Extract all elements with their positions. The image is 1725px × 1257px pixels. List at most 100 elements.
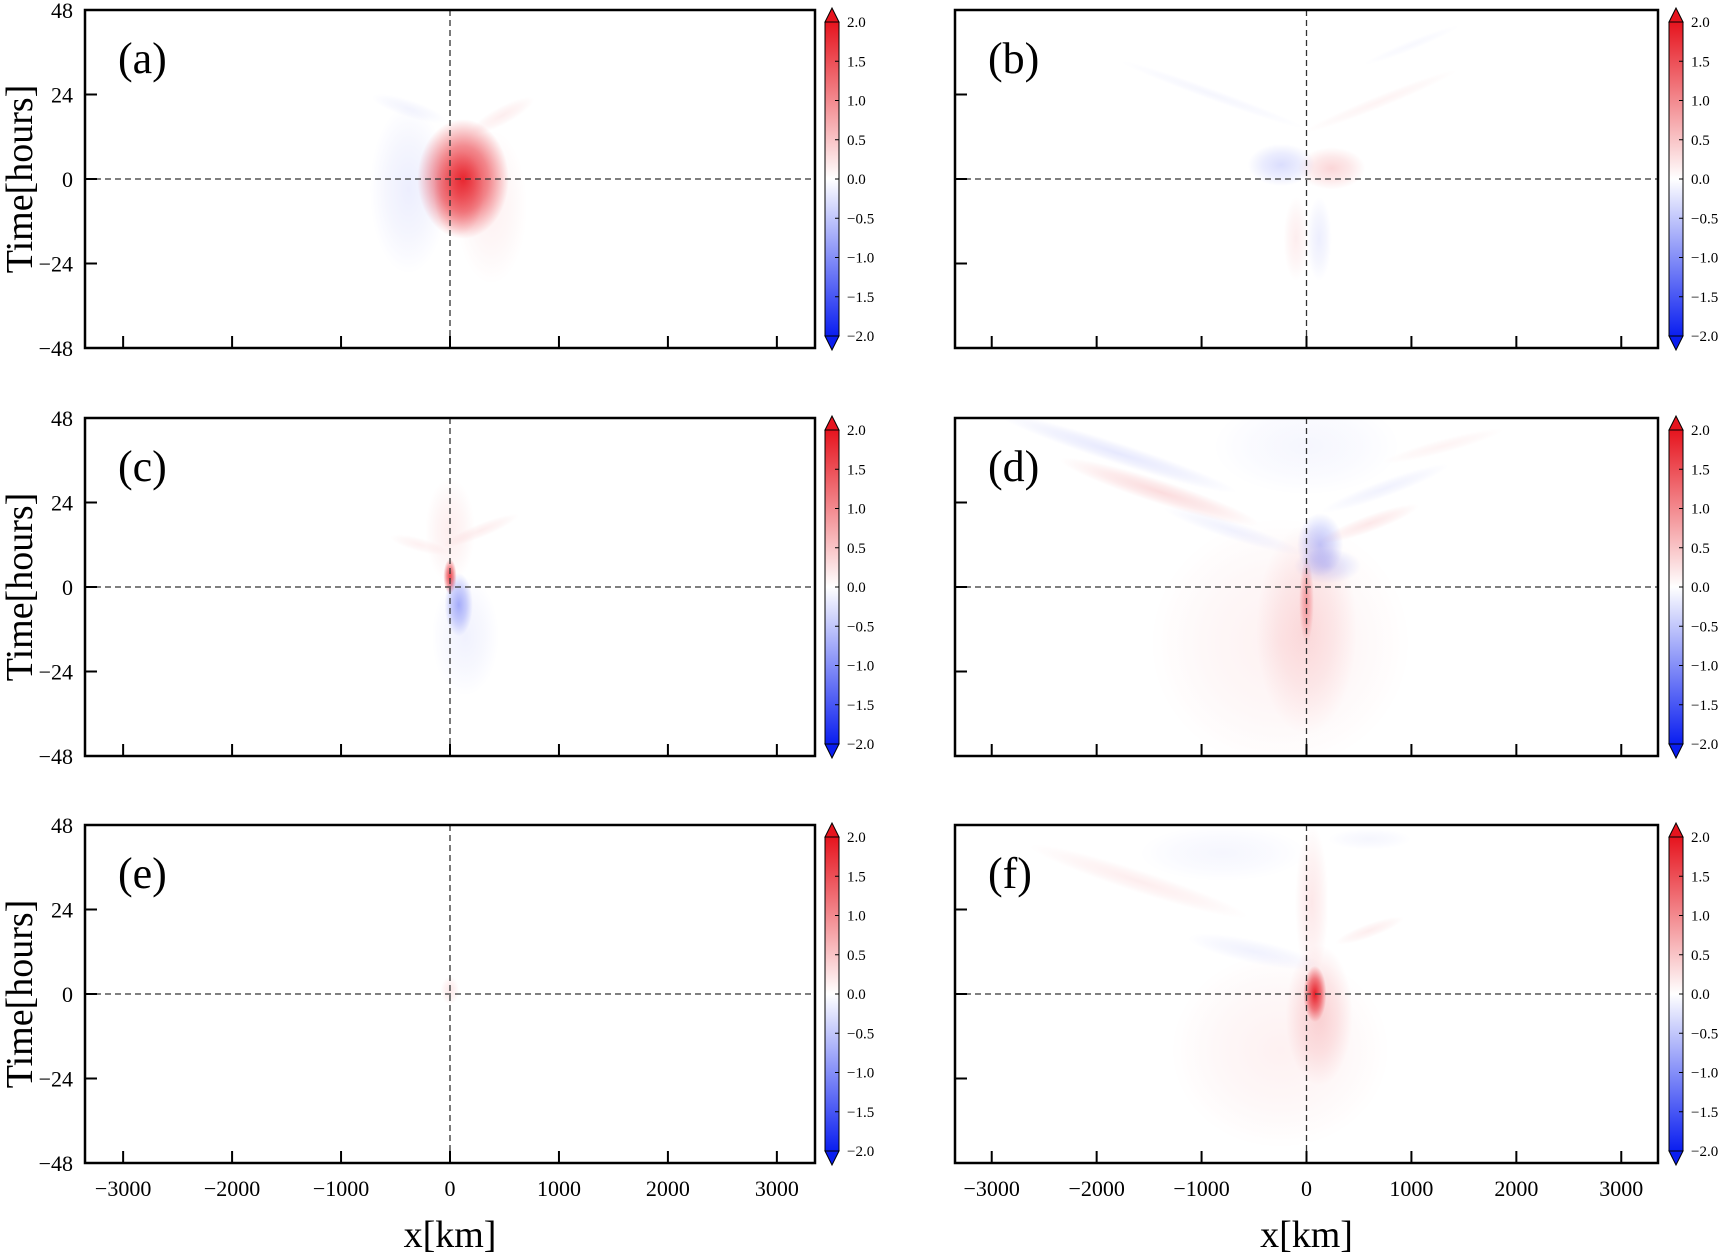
colorbar-tick-label: 2.0 bbox=[847, 830, 866, 846]
colorbar-tick-label: 1.5 bbox=[847, 54, 866, 70]
panel-b: (b) 2.0 1.5 1.0 0.5 0.0 −0.5 −1.0 −1.5 −2.0 bbox=[953, 6, 1718, 352]
colorbar-tick-label: −0.5 bbox=[847, 211, 874, 227]
colorbar-tick-label: 0.0 bbox=[847, 580, 866, 596]
contour-positive-feature bbox=[1170, 951, 1391, 1149]
x-tick-label: −1000 bbox=[313, 1176, 369, 1201]
colorbar-tick-label: −1.0 bbox=[1691, 1066, 1718, 1082]
contour-negative-feature bbox=[431, 576, 500, 697]
colorbar: 2.0 1.5 1.0 0.5 0.0 −0.5 −1.0 −1.5 −2.0 bbox=[824, 6, 874, 352]
colorbar-tick-label: −1.5 bbox=[1691, 1105, 1718, 1121]
colorbar-tick-label: 1.0 bbox=[1691, 94, 1710, 110]
colorbar-tick-label: 0.0 bbox=[1691, 172, 1710, 188]
colorbar-extend-min bbox=[824, 743, 840, 760]
colorbar-tick-label: −1.5 bbox=[1691, 290, 1718, 306]
panel-e: −3000 −2000 −1000 0 1000 2000 3000 −48 −24 0 24 48 (… bbox=[39, 813, 875, 1201]
y-tick-label: −48 bbox=[39, 744, 73, 769]
colorbar-tick-label: 2.0 bbox=[847, 15, 866, 31]
colorbar: 2.0 1.5 1.0 0.5 0.0 −0.5 −1.0 −1.5 −2.0 bbox=[1668, 6, 1718, 352]
colorbar-tick-label: 1.5 bbox=[847, 462, 866, 478]
x-axis-label: x[km] bbox=[1260, 1214, 1353, 1256]
x-tick-label: −2000 bbox=[1068, 1176, 1124, 1201]
contour-positive-feature bbox=[1059, 457, 1260, 527]
contour-positive-feature bbox=[455, 129, 528, 285]
colorbar-extend-max bbox=[824, 6, 840, 23]
colorbar-tick-label: −1.0 bbox=[847, 1066, 874, 1082]
contour-negative-feature bbox=[1118, 59, 1306, 130]
colorbar: 2.0 1.5 1.0 0.5 0.0 −0.5 −1.0 −1.5 −2.0 bbox=[1668, 821, 1718, 1167]
colorbar-tick-label: 1.5 bbox=[847, 869, 866, 885]
colorbar-tick-label: −1.0 bbox=[1691, 659, 1718, 675]
x-tick-label: −1000 bbox=[1173, 1176, 1229, 1201]
colorbar-tick-label: 0.0 bbox=[1691, 987, 1710, 1003]
x-tick-label: 2000 bbox=[646, 1176, 690, 1201]
y-tick-label: 24 bbox=[51, 491, 73, 516]
contour-negative-feature bbox=[1187, 933, 1321, 971]
x-tick-label: −2000 bbox=[204, 1176, 260, 1201]
contour-positive-feature bbox=[1320, 504, 1419, 544]
y-tick-label: 48 bbox=[51, 0, 73, 23]
colorbar-tick-label: −1.0 bbox=[847, 659, 874, 675]
y-axis-label: Time[hours] bbox=[0, 900, 41, 1089]
contour-field bbox=[1028, 825, 1412, 1149]
colorbar-extend-min bbox=[1668, 335, 1684, 352]
panel-label: (b) bbox=[988, 34, 1039, 83]
colorbar-tick-label: 0.0 bbox=[847, 987, 866, 1003]
contour-negative-feature bbox=[369, 105, 448, 275]
colorbar-extend-max bbox=[824, 414, 840, 431]
colorbar-tick-label: −1.5 bbox=[1691, 698, 1718, 714]
x-tick-label: 3000 bbox=[755, 1176, 799, 1201]
panel-label: (c) bbox=[118, 442, 167, 491]
contour-positive-feature bbox=[470, 96, 535, 135]
colorbar-tick-label: −1.5 bbox=[847, 290, 874, 306]
colorbar-tick-label: −1.5 bbox=[847, 698, 874, 714]
panel-f: −3000 −2000 −1000 0 1000 2000 3000 (f) 2.0 1.5 1.0… bbox=[953, 821, 1718, 1201]
colorbar-tick-label: 1.0 bbox=[847, 94, 866, 110]
y-tick-label: −24 bbox=[39, 252, 73, 277]
colorbar-extend-min bbox=[1668, 1150, 1684, 1167]
contour-positive-feature bbox=[1334, 916, 1405, 945]
contour-positive-feature bbox=[1028, 844, 1249, 919]
contour-positive-feature bbox=[389, 534, 450, 556]
colorbar-tick-label: 1.0 bbox=[1691, 909, 1710, 925]
panel-label: (a) bbox=[118, 34, 167, 83]
colorbar-tick-label: 1.0 bbox=[847, 909, 866, 925]
contour-positive-feature bbox=[1294, 825, 1329, 980]
y-tick-label: 24 bbox=[51, 898, 73, 923]
contour-negative-feature bbox=[371, 93, 447, 124]
colorbar-tick-label: −0.5 bbox=[847, 619, 874, 635]
panel-d: (d) 2.0 1.5 1.0 0.5 0.0 −0.5 −1.0 −1.5 −2.0 bbox=[953, 414, 1718, 760]
colorbar-tick-label: −2.0 bbox=[1691, 329, 1718, 345]
colorbar-tick-label: 0.5 bbox=[847, 948, 866, 964]
y-axis-label: Time[hours] bbox=[0, 493, 41, 682]
y-axis-label: Time[hours] bbox=[0, 85, 41, 274]
y-tick-label: 0 bbox=[62, 982, 73, 1007]
contour-negative-feature bbox=[1293, 548, 1362, 584]
y-tick-label: 0 bbox=[62, 575, 73, 600]
y-tick-label: 48 bbox=[51, 813, 73, 838]
panel-label: (e) bbox=[118, 849, 167, 898]
colorbar-tick-label: 0.5 bbox=[1691, 541, 1710, 557]
colorbar-extend-max bbox=[1668, 6, 1684, 23]
contour-negative-feature bbox=[1321, 463, 1450, 514]
colorbar-tick-label: 2.0 bbox=[1691, 15, 1710, 31]
contour-field bbox=[369, 93, 535, 285]
colorbar: 2.0 1.5 1.0 0.5 0.0 −0.5 −1.0 −1.5 −2.0 bbox=[1668, 414, 1718, 760]
colorbar-extend-min bbox=[1668, 743, 1684, 760]
colorbar-extend-max bbox=[1668, 821, 1684, 838]
contour-positive-feature bbox=[1302, 69, 1458, 134]
colorbar-tick-label: 2.0 bbox=[1691, 423, 1710, 439]
colorbar-tick-label: 0.5 bbox=[1691, 133, 1710, 149]
colorbar-tick-label: −2.0 bbox=[847, 1144, 874, 1160]
colorbar-tick-label: −0.5 bbox=[847, 1026, 874, 1042]
x-tick-label: 1000 bbox=[1389, 1176, 1433, 1201]
y-tick-label: −48 bbox=[39, 1151, 73, 1176]
x-tick-label: −3000 bbox=[95, 1176, 151, 1201]
colorbar-tick-label: 0.5 bbox=[847, 541, 866, 557]
contour-positive-feature bbox=[1382, 428, 1504, 464]
contour-negative-feature bbox=[1163, 506, 1303, 555]
colorbar-tick-label: −2.0 bbox=[847, 737, 874, 753]
contour-positive-feature bbox=[1283, 196, 1309, 282]
colorbar-extend-min bbox=[824, 335, 840, 352]
colorbar-tick-label: 1.5 bbox=[1691, 869, 1710, 885]
